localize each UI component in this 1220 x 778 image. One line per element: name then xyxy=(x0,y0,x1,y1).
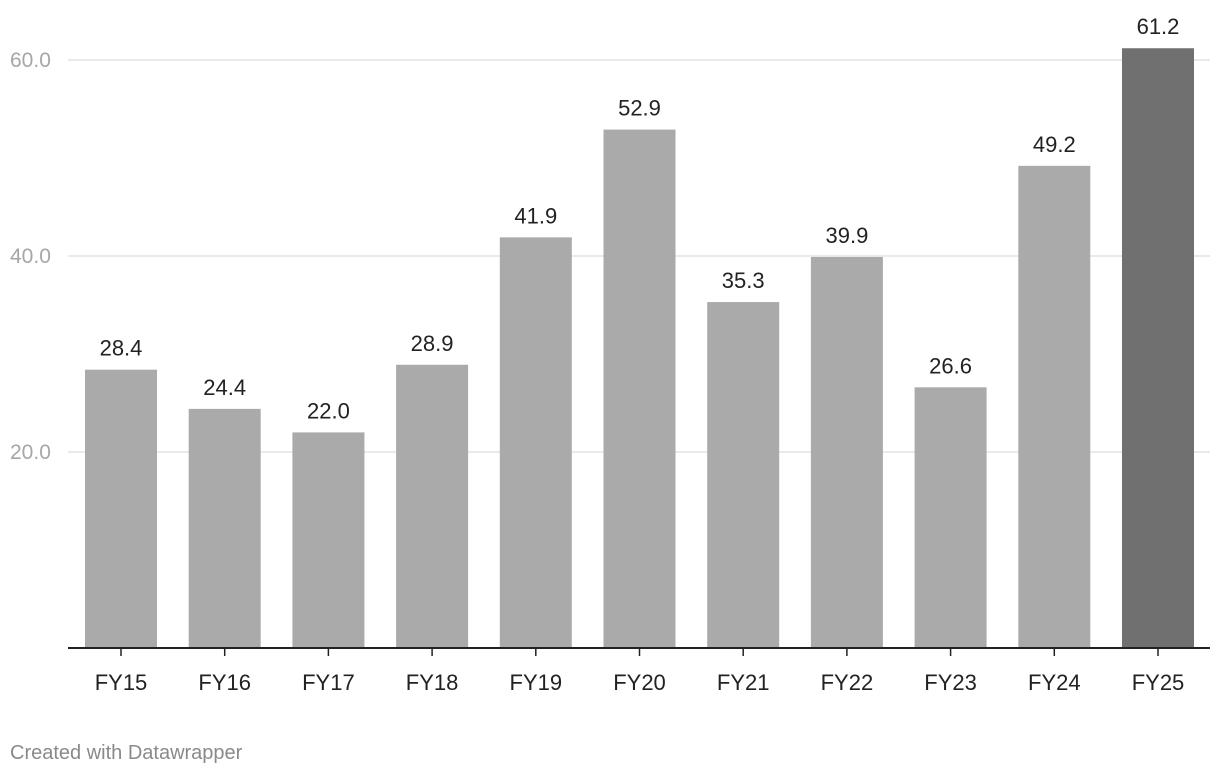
x-tick-label: FY15 xyxy=(95,670,148,695)
bar-value-label: 41.9 xyxy=(514,203,557,228)
bar xyxy=(85,369,157,648)
bar xyxy=(292,432,365,648)
x-tick-label: FY18 xyxy=(406,670,459,695)
bar xyxy=(396,364,469,648)
bar-value-label: 49.2 xyxy=(1033,132,1076,157)
y-tick-label: 20.0 xyxy=(10,441,51,464)
bar-value-label: 28.9 xyxy=(411,331,454,356)
bar-value-label: 22.0 xyxy=(307,398,350,423)
datawrapper-credit: Created with Datawrapper xyxy=(10,742,243,764)
bar xyxy=(914,387,987,648)
x-tick-label: FY19 xyxy=(510,670,563,695)
bar xyxy=(707,302,780,648)
y-tick-label: 40.0 xyxy=(10,245,51,268)
x-tick-label: FY24 xyxy=(1028,670,1081,695)
x-tick-label: FY20 xyxy=(613,670,666,695)
x-tick-label: FY25 xyxy=(1132,670,1185,695)
bar-value-label: 28.4 xyxy=(100,336,143,361)
bar-value-label: 39.9 xyxy=(825,223,868,248)
x-tick-label: FY21 xyxy=(717,670,770,695)
bar-value-label: 24.4 xyxy=(203,375,246,400)
bar xyxy=(1122,48,1194,649)
y-tick-label: 60.0 xyxy=(10,49,51,72)
x-tick-label: FY17 xyxy=(302,670,355,695)
bar-value-label: 35.3 xyxy=(722,268,765,293)
x-tick-label: FY16 xyxy=(198,670,251,695)
bar xyxy=(188,408,261,648)
bar-value-label: 52.9 xyxy=(618,96,661,121)
bar xyxy=(499,237,572,648)
bar xyxy=(603,129,676,648)
bar-value-label: 26.6 xyxy=(929,353,972,378)
bar-value-label: 61.2 xyxy=(1137,14,1180,39)
bar xyxy=(1018,165,1091,648)
x-tick-label: FY23 xyxy=(924,670,977,695)
bar xyxy=(810,256,883,648)
x-tick-label: FY22 xyxy=(821,670,874,695)
